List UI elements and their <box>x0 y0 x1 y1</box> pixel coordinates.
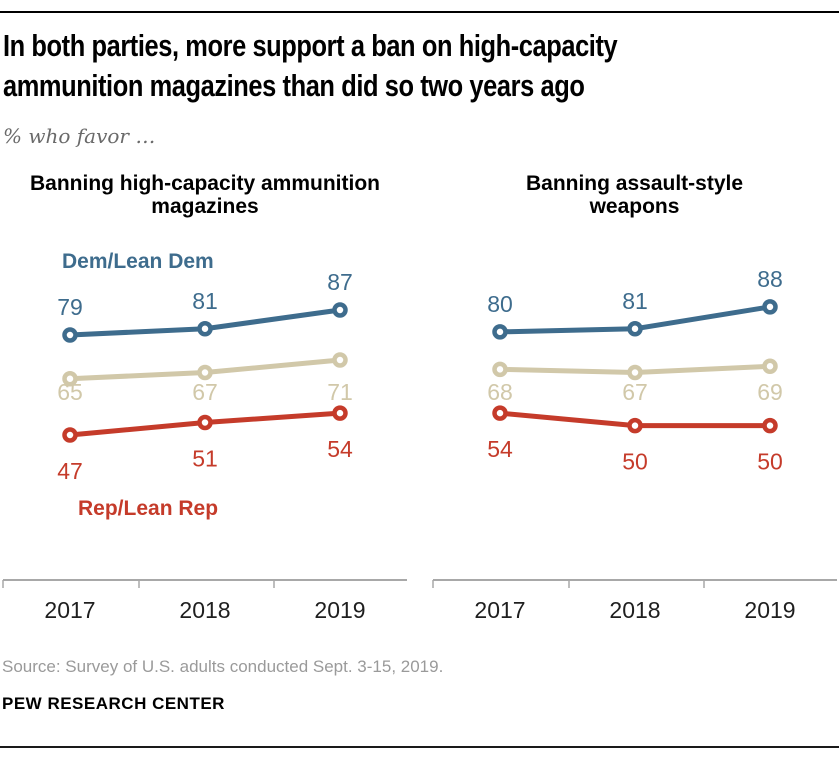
brand-footer: PEW RESEARCH CENTER <box>2 694 225 713</box>
data-point-dem-2017 <box>492 324 508 340</box>
data-point-dem-2019 <box>762 299 778 315</box>
value-label-rep-2019: 54 <box>327 436 353 462</box>
value-label-total-2019: 69 <box>757 379 783 405</box>
series-label-dem: Dem/Lean Dem <box>62 250 214 273</box>
data-point-total-2019 <box>332 352 348 368</box>
line-chart-right: 2017 2018 2019 80 81 88 68 67 69 54 50 50 <box>432 266 837 623</box>
value-label-rep-2019: 50 <box>757 449 783 475</box>
x-tick-label-2017: 2017 <box>474 597 525 623</box>
value-label-dem-2017: 80 <box>487 291 513 317</box>
chart-high-capacity-magazines: Banning high-capacity ammunition magazin… <box>0 172 410 642</box>
data-point-rep-2018 <box>627 417 643 434</box>
value-label-total-2017: 65 <box>57 379 83 405</box>
value-label-rep-2018: 50 <box>622 449 648 475</box>
chart-assault-weapons: Banning assault-style weapons 2017 2018 20… <box>430 172 839 642</box>
chart-title-left: Banning high-capacity ammunition magazin… <box>29 172 381 218</box>
bottom-rule <box>0 746 839 748</box>
data-point-rep-2019 <box>762 417 778 434</box>
data-point-total-2017 <box>492 361 508 378</box>
value-label-total-2017: 68 <box>487 379 513 405</box>
value-label-rep-2017: 47 <box>57 458 83 484</box>
charts-row: Banning high-capacity ammunition magazin… <box>0 172 839 642</box>
value-label-dem-2018: 81 <box>622 288 648 314</box>
x-tick-label-2019: 2019 <box>744 597 795 623</box>
value-label-dem-2019: 88 <box>757 266 783 292</box>
data-point-rep-2017 <box>62 427 78 443</box>
data-point-rep-2018 <box>197 414 213 431</box>
data-point-dem-2019 <box>332 302 348 318</box>
data-point-dem-2017 <box>62 327 78 343</box>
data-point-total-2017 <box>62 371 78 387</box>
page-title: In both parties, more support a ban on h… <box>3 26 618 106</box>
line-chart-left: 2017 2018 2019 79 81 87 Dem/Lean Dem 65 67 71 47 51… <box>2 250 407 623</box>
data-point-rep-2017 <box>492 405 508 421</box>
subtitle: % who favor … <box>3 124 156 148</box>
value-label-rep-2017: 54 <box>487 436 513 462</box>
data-point-rep-2019 <box>332 405 348 421</box>
data-point-total-2018 <box>197 364 213 381</box>
x-tick-label-2017: 2017 <box>44 597 95 623</box>
x-tick-label-2019: 2019 <box>314 597 365 623</box>
top-rule <box>0 11 839 13</box>
data-point-dem-2018 <box>197 321 213 337</box>
value-label-total-2018: 67 <box>622 379 648 405</box>
data-point-dem-2018 <box>627 321 643 337</box>
source-note: Source: Survey of U.S. adults conducted … <box>2 657 444 676</box>
value-label-total-2018: 67 <box>192 379 218 405</box>
value-label-total-2019: 71 <box>327 379 353 405</box>
title-line-2: ammunition magazines than did so two yea… <box>3 68 585 103</box>
x-tick-label-2018: 2018 <box>179 597 230 623</box>
chart-title-right: Banning assault-style weapons <box>525 172 744 218</box>
value-label-dem-2019: 87 <box>327 269 353 295</box>
x-tick-label-2018: 2018 <box>609 597 660 623</box>
value-label-dem-2017: 79 <box>57 294 83 320</box>
data-point-total-2019 <box>762 358 778 374</box>
value-label-dem-2018: 81 <box>192 288 218 314</box>
data-point-total-2018 <box>627 364 643 381</box>
title-line-1: In both parties, more support a ban on h… <box>3 28 618 63</box>
value-label-rep-2018: 51 <box>192 446 218 472</box>
series-label-rep: Rep/Lean Rep <box>78 497 218 520</box>
